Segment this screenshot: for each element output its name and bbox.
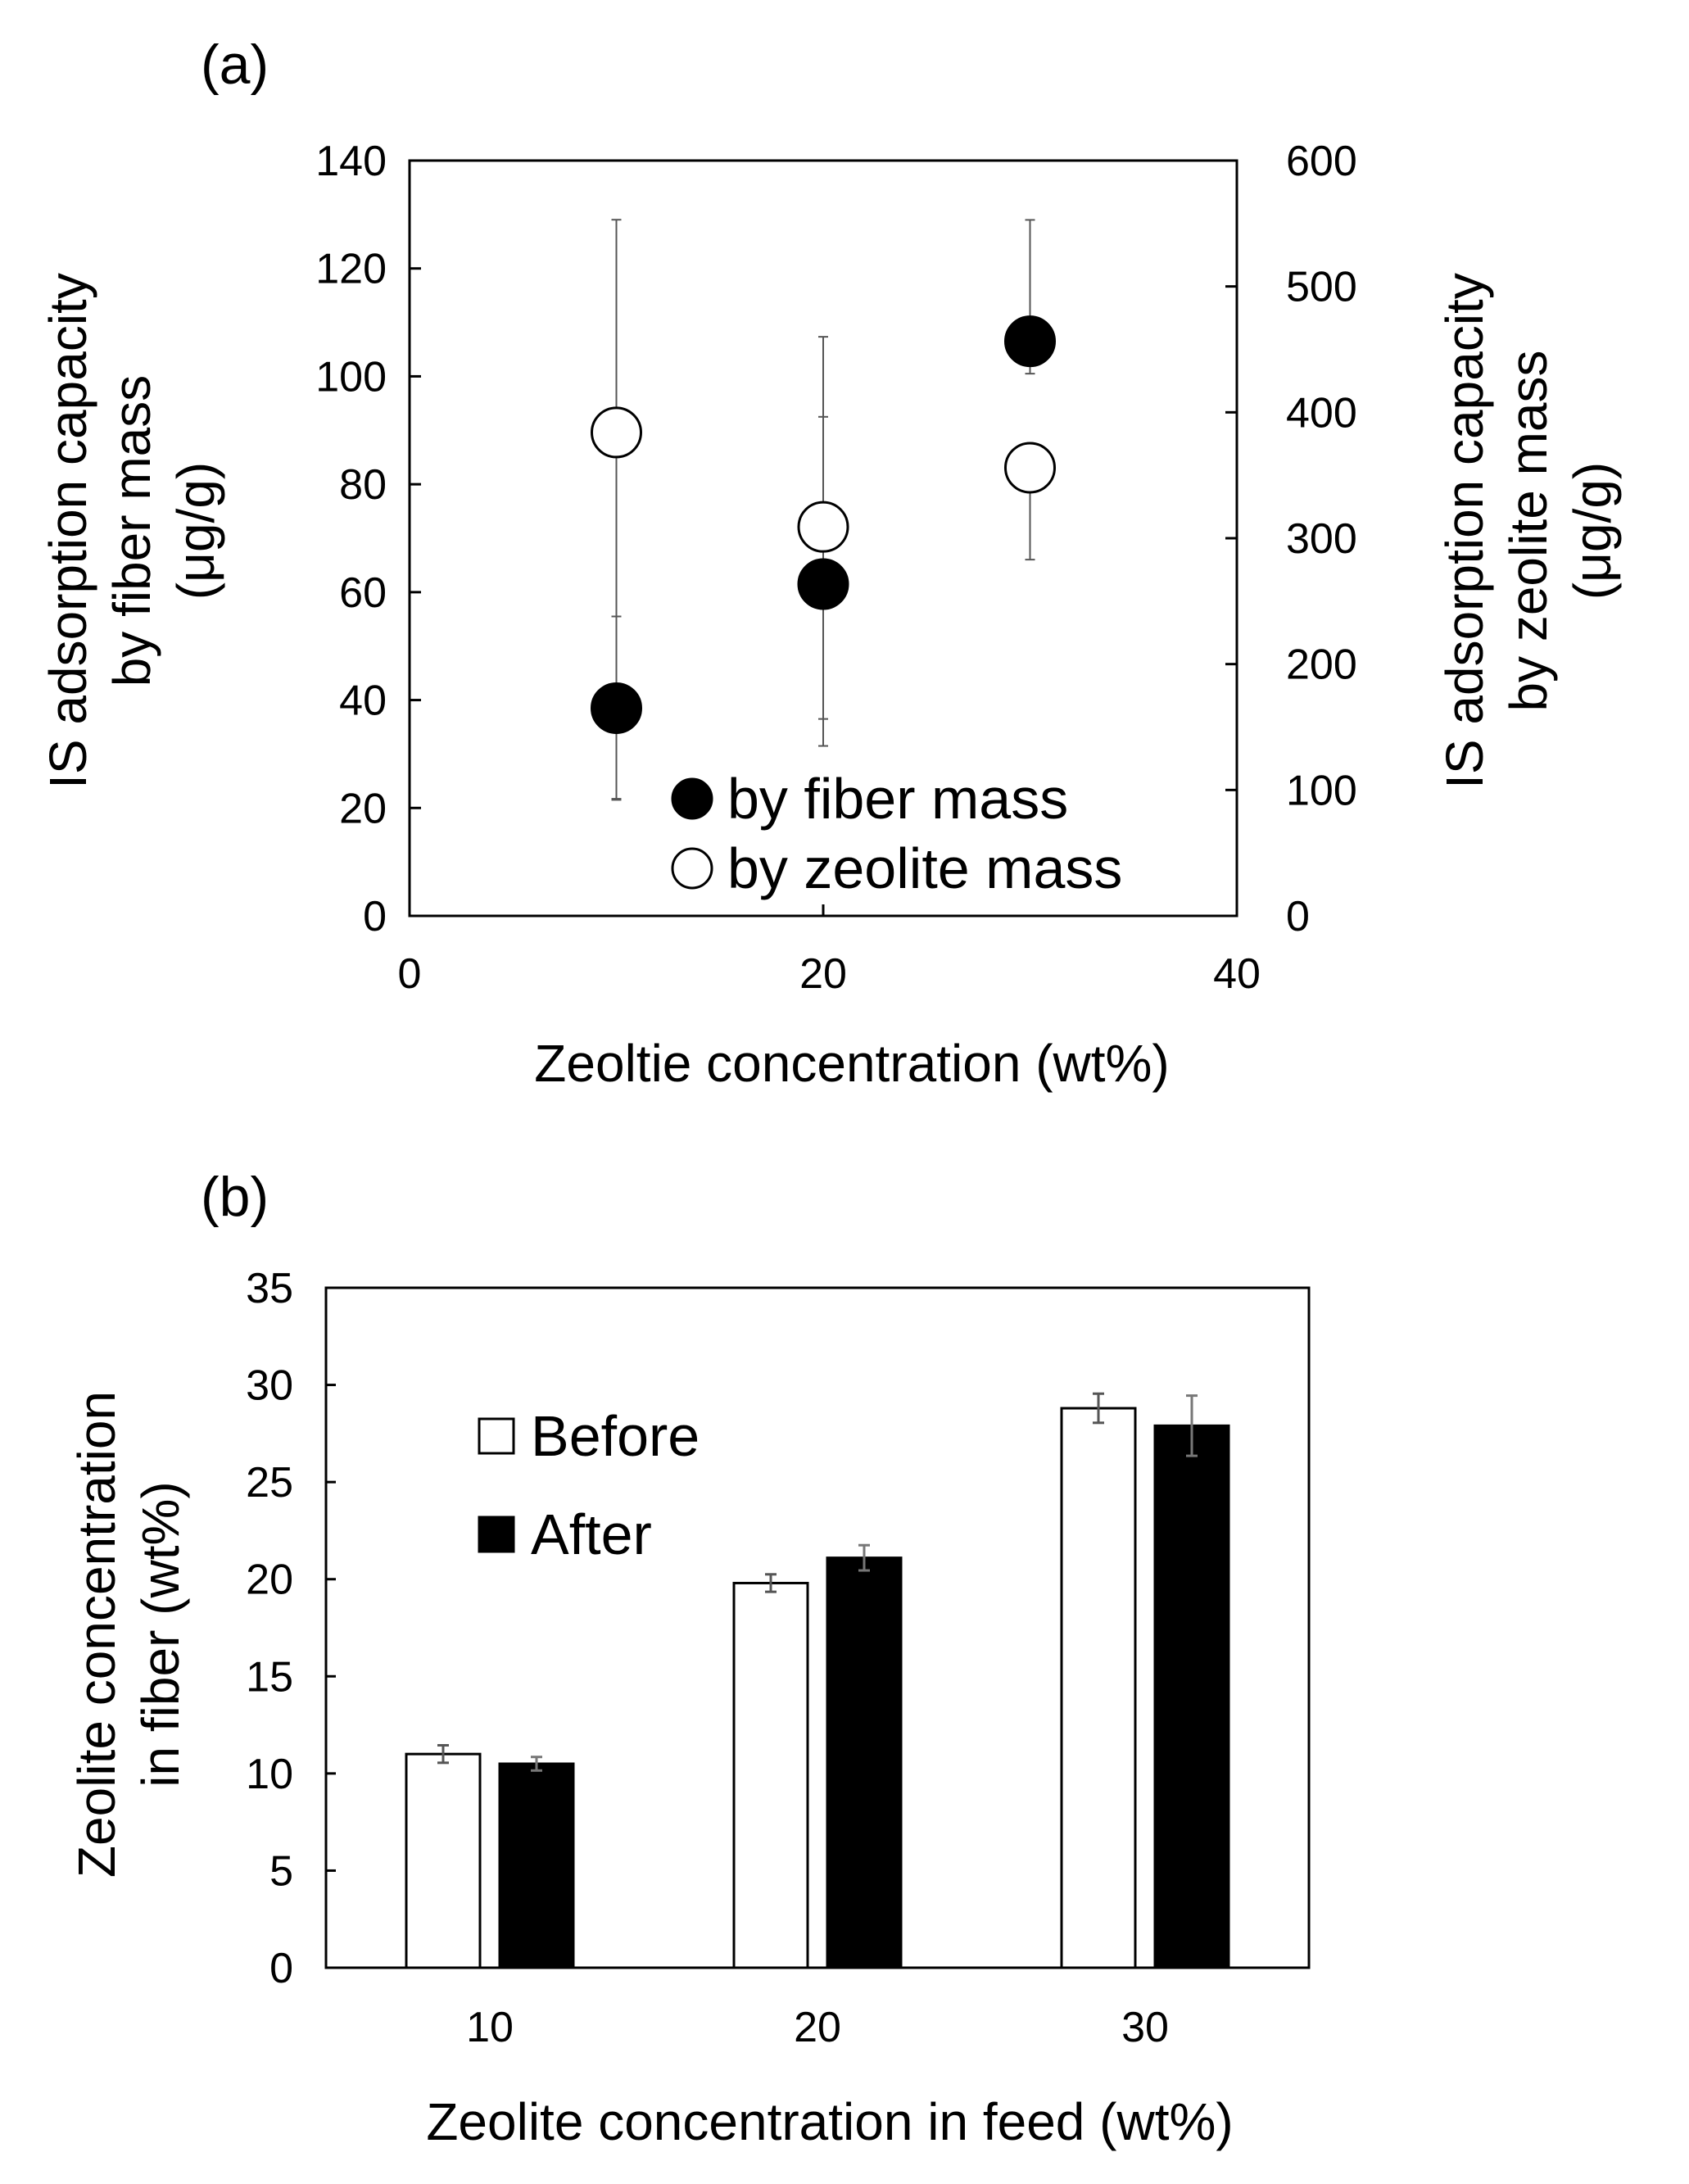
panel-b-y-axis-title: Zeolite concentration in fiber (wt%) [67,1391,190,1878]
bar-after [1153,1424,1230,1969]
panel-b-bars [405,1407,1230,1969]
x-tick-label: 30 [1121,2004,1169,2051]
bar-after [498,1762,575,1969]
panel-b-label: (b) [201,1166,269,1228]
left-title-line-1: IS adsorption capacity [38,273,97,789]
right-tick-label: 400 [1286,389,1357,437]
right-tick-label: 200 [1286,641,1357,689]
panel-a-right-axis: 0 100 200 300 400 500 600 [1225,138,1357,940]
y-tick-label: 0 [269,1945,293,1992]
y-tick-label: 30 [246,1362,293,1410]
y-tick-label: 35 [246,1265,293,1312]
panel-b-error-bars [437,1392,1198,1772]
bar-before [732,1581,809,1969]
left-tick-label: 0 [363,893,387,940]
legend-after-swatch [478,1516,515,1553]
point-fiber-mass [1004,315,1056,368]
b-title-line-1: Zeolite concentration [67,1391,126,1878]
left-tick-label: 20 [339,785,387,832]
y-tick-label: 25 [246,1459,293,1507]
left-title-line-2: by fiber mass [102,375,161,687]
panel-a-right-axis-title: IS adsorption capacity by zeolite mass (… [1435,273,1622,789]
right-title-line-3: (μg/g) [1563,462,1622,600]
legend-label-after: After [531,1502,652,1566]
left-tick-label: 80 [339,461,387,509]
panel-b-x-axis-title: Zeolite concentration in feed (wt%) [426,2092,1233,2151]
right-tick-label: 0 [1286,893,1310,940]
point-zeolite-mass [797,501,849,553]
panel-b-y-axis: 0 5 10 15 20 25 30 35 [246,1265,336,1992]
y-tick-label: 5 [269,1847,293,1895]
y-tick-label: 10 [246,1751,293,1798]
x-tick-label: 20 [794,2004,841,2051]
x-tick-label: 20 [799,950,847,998]
left-tick-label: 120 [315,246,387,293]
legend-open-circle-icon [671,847,713,890]
right-title-line-1: IS adsorption capacity [1435,273,1494,789]
panel-b-x-axis: 10 20 30 [466,2004,1169,2051]
panel-b-legend: Before After [478,1404,700,1566]
point-fiber-mass [591,682,642,734]
panel-b: (b) 0 5 10 15 20 25 30 35 10 20 30 Zeolite concen… [67,1166,1311,2151]
bar-before [1060,1407,1137,1969]
x-tick-label: 40 [1213,950,1261,998]
left-title-line-3: (μg/g) [166,462,225,600]
panel-a-left-axis-title: IS adsorption capacity by fiber mass (μg… [38,273,225,789]
bar-after [826,1556,903,1969]
right-tick-label: 100 [1286,767,1357,814]
right-tick-label: 600 [1286,138,1357,185]
panel-a-left-axis: 0 20 40 60 80 100 120 140 [315,138,421,940]
panel-a-points [591,315,1056,734]
legend-filled-circle-icon [671,777,713,820]
panel-a-x-axis-title: Zeoltie concentration (wt%) [534,1034,1169,1093]
panel-a-legend: by fiber mass by zeolite mass [671,767,1122,900]
y-tick-label: 20 [246,1556,293,1604]
bar-before [405,1752,482,1969]
right-tick-label: 300 [1286,515,1357,563]
left-tick-label: 140 [315,138,387,185]
panel-a-label: (a) [201,34,269,96]
legend-label-fiber: by fiber mass [727,767,1068,831]
point-zeolite-mass [1004,442,1056,494]
panel-a-x-axis: 0 20 40 [398,904,1261,998]
left-tick-label: 60 [339,569,387,617]
left-tick-label: 100 [315,353,387,401]
right-tick-label: 500 [1286,264,1357,311]
legend-label-before: Before [531,1404,700,1468]
x-tick-label: 0 [398,950,422,998]
panel-b-plot-area [324,1286,1311,1969]
legend-before-swatch [478,1417,515,1455]
point-zeolite-mass [591,406,642,459]
y-tick-label: 15 [246,1653,293,1701]
point-fiber-mass [797,558,849,610]
x-tick-label: 10 [466,2004,514,2051]
b-title-line-2: in fiber (wt%) [131,1481,190,1787]
legend-label-zeolite: by zeolite mass [727,836,1122,900]
left-tick-label: 40 [339,677,387,725]
right-title-line-2: by zeolite mass [1499,350,1558,711]
